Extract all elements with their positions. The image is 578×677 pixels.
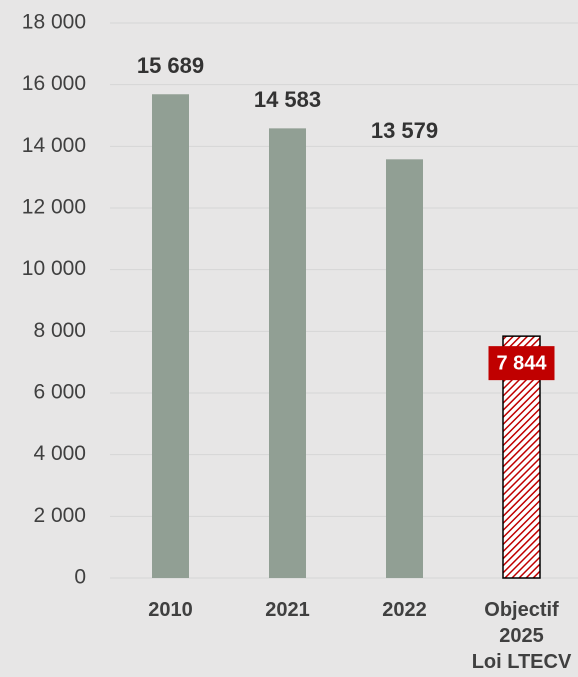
- y-tick-label: 12 000: [22, 196, 86, 219]
- y-tick-label: 18 000: [22, 11, 86, 34]
- bar: [386, 159, 423, 579]
- y-tick-label: 0: [74, 566, 86, 589]
- bar: [269, 128, 306, 579]
- value-label-box: [488, 346, 555, 381]
- x-tick-label: Objectif 2025 Loi LTECV: [471, 599, 572, 673]
- value-label: 15 689: [137, 53, 204, 78]
- y-tick-label: 10 000: [22, 257, 86, 280]
- x-tick-label: 2021: [265, 599, 310, 621]
- y-tick-label: 2 000: [33, 504, 86, 527]
- x-tick-label: 2010: [148, 599, 193, 621]
- y-tick-label: 6 000: [33, 381, 86, 404]
- value-label: 14 583: [254, 87, 321, 112]
- value-label: 13 579: [371, 118, 438, 143]
- y-tick-label: 14 000: [22, 134, 86, 157]
- y-tick-label: 8 000: [33, 319, 86, 342]
- x-tick-label: 2022: [382, 599, 427, 621]
- value-label: 7 844: [496, 352, 547, 374]
- y-tick-label: 16 000: [22, 72, 86, 95]
- y-tick-label: 4 000: [33, 442, 86, 465]
- bar: [152, 94, 189, 579]
